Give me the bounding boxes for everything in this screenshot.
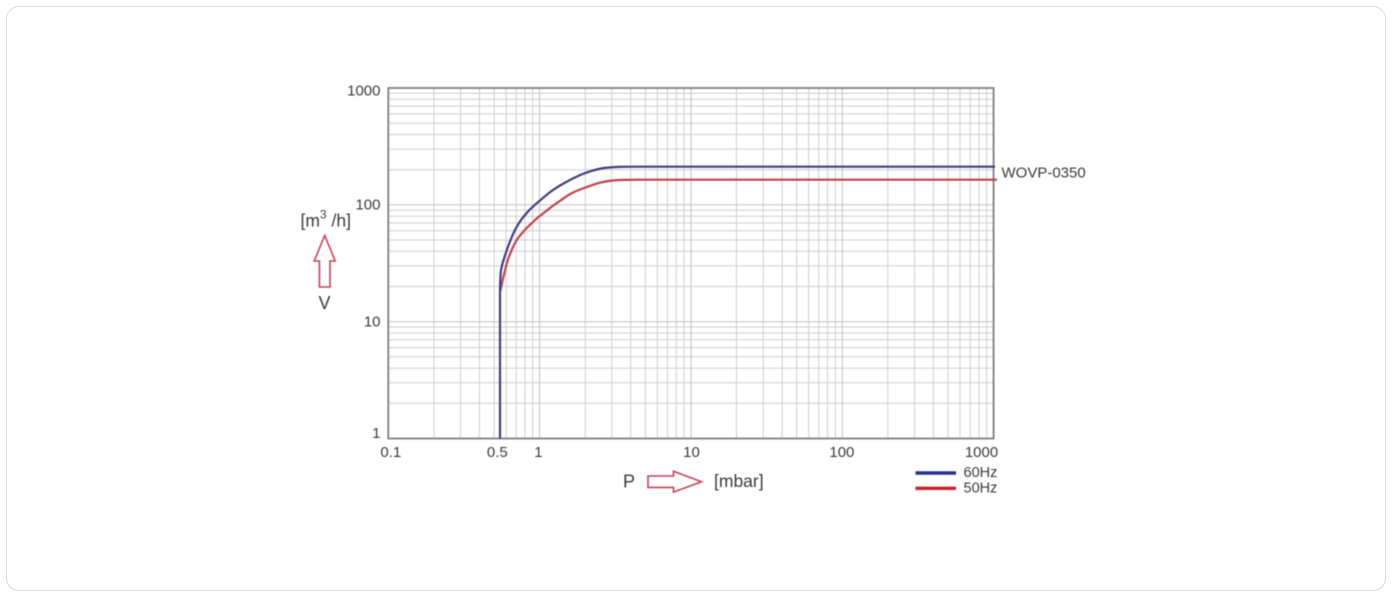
- svg-text:50Hz: 50Hz: [964, 480, 998, 496]
- svg-text:WOVP-0350: WOVP-0350: [1002, 165, 1086, 182]
- svg-text:60Hz: 60Hz: [964, 465, 998, 481]
- svg-text:100: 100: [829, 444, 854, 461]
- svg-text:V: V: [318, 293, 330, 313]
- svg-text:1: 1: [372, 425, 380, 442]
- svg-text:1000: 1000: [347, 83, 380, 100]
- svg-text:0.1: 0.1: [380, 444, 401, 461]
- svg-text:[mbar]: [mbar]: [714, 471, 764, 491]
- svg-text:[m3 /h]: [m3 /h]: [300, 208, 350, 231]
- svg-text:100: 100: [355, 196, 380, 213]
- svg-text:1: 1: [534, 444, 542, 461]
- svg-text:1000: 1000: [965, 444, 998, 461]
- svg-text:0.5: 0.5: [487, 444, 508, 461]
- svg-text:10: 10: [683, 444, 700, 461]
- svg-text:P: P: [623, 472, 635, 492]
- svg-text:10: 10: [364, 314, 381, 331]
